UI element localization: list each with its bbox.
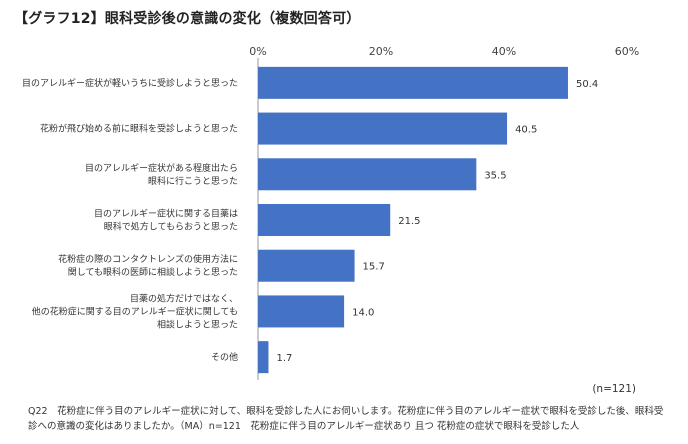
category-label-line: 眼科に行こうと思った bbox=[148, 175, 238, 187]
value-label: 1.7 bbox=[276, 353, 292, 364]
survey-footnote: Q22 花粉症に伴う目のアレルギー症状に対して、眼科を受診した人にお伺いします。… bbox=[28, 406, 664, 432]
category-label: 花粉症の際のコンタクトレンズの使用方法に関しても眼科の医師に相談しようと思った bbox=[58, 253, 238, 278]
category-label: 目薬の処方だけではなく、他の花粉症に関する目のアレルギー症状に関しても相談しよう… bbox=[32, 292, 238, 330]
category-label: 目のアレルギー症状に関する目薬は眼科で処方してもらおうと思った bbox=[94, 208, 238, 233]
category-label-line: 目薬の処方だけではなく、 bbox=[130, 292, 238, 304]
bar bbox=[258, 295, 345, 328]
category-label-line: 花粉症の際のコンタクトレンズの使用方法に bbox=[58, 253, 238, 265]
x-tick-label: 20% bbox=[369, 45, 393, 58]
value-label: 50.4 bbox=[576, 79, 598, 90]
category-label-line: 目のアレルギー症状が軽いうちに受診しようと思った bbox=[22, 77, 238, 89]
value-label: 15.7 bbox=[363, 262, 385, 273]
chart-title: 【グラフ12】眼科受診後の意識の変化（複数回答可） bbox=[14, 11, 361, 27]
category-label-line: 眼科で処方してもらおうと思った bbox=[104, 221, 238, 233]
value-label: 14.0 bbox=[352, 307, 374, 318]
x-tick-label: 60% bbox=[615, 45, 639, 58]
category-label-line: 関しても眼科の医師に相談しようと思った bbox=[68, 266, 238, 278]
category-label: 目のアレルギー症状が軽いうちに受診しようと思った bbox=[22, 77, 238, 89]
category-label: 花粉が飛び始める前に眼科を受診しようと思った bbox=[40, 123, 238, 135]
bar bbox=[258, 341, 269, 374]
category-label-line: 目のアレルギー症状に関する目薬は bbox=[94, 208, 238, 220]
category-label-line: その他 bbox=[211, 351, 238, 363]
x-tick-label: 40% bbox=[492, 45, 516, 58]
bar bbox=[258, 66, 568, 99]
category-label: その他 bbox=[211, 351, 238, 363]
category-label: 目のアレルギー症状がある程度出たら眼科に行こうと思った bbox=[85, 162, 238, 187]
category-label-line: 相談しようと思った bbox=[157, 318, 238, 330]
value-label: 35.5 bbox=[484, 170, 506, 181]
category-label-line: 目のアレルギー症状がある程度出たら bbox=[85, 162, 238, 174]
bar bbox=[258, 249, 355, 282]
bar bbox=[258, 112, 508, 145]
category-label-line: 花粉が飛び始める前に眼科を受診しようと思った bbox=[40, 123, 238, 135]
value-label: 21.5 bbox=[398, 216, 420, 227]
category-label-line: 他の花粉症に関する目のアレルギー症状に関しても bbox=[32, 305, 238, 317]
sample-size-note: (n=121) bbox=[592, 383, 636, 395]
x-tick-label: 0% bbox=[249, 45, 266, 58]
bar bbox=[258, 158, 477, 191]
bar bbox=[258, 204, 391, 236]
value-label: 40.5 bbox=[515, 125, 537, 136]
